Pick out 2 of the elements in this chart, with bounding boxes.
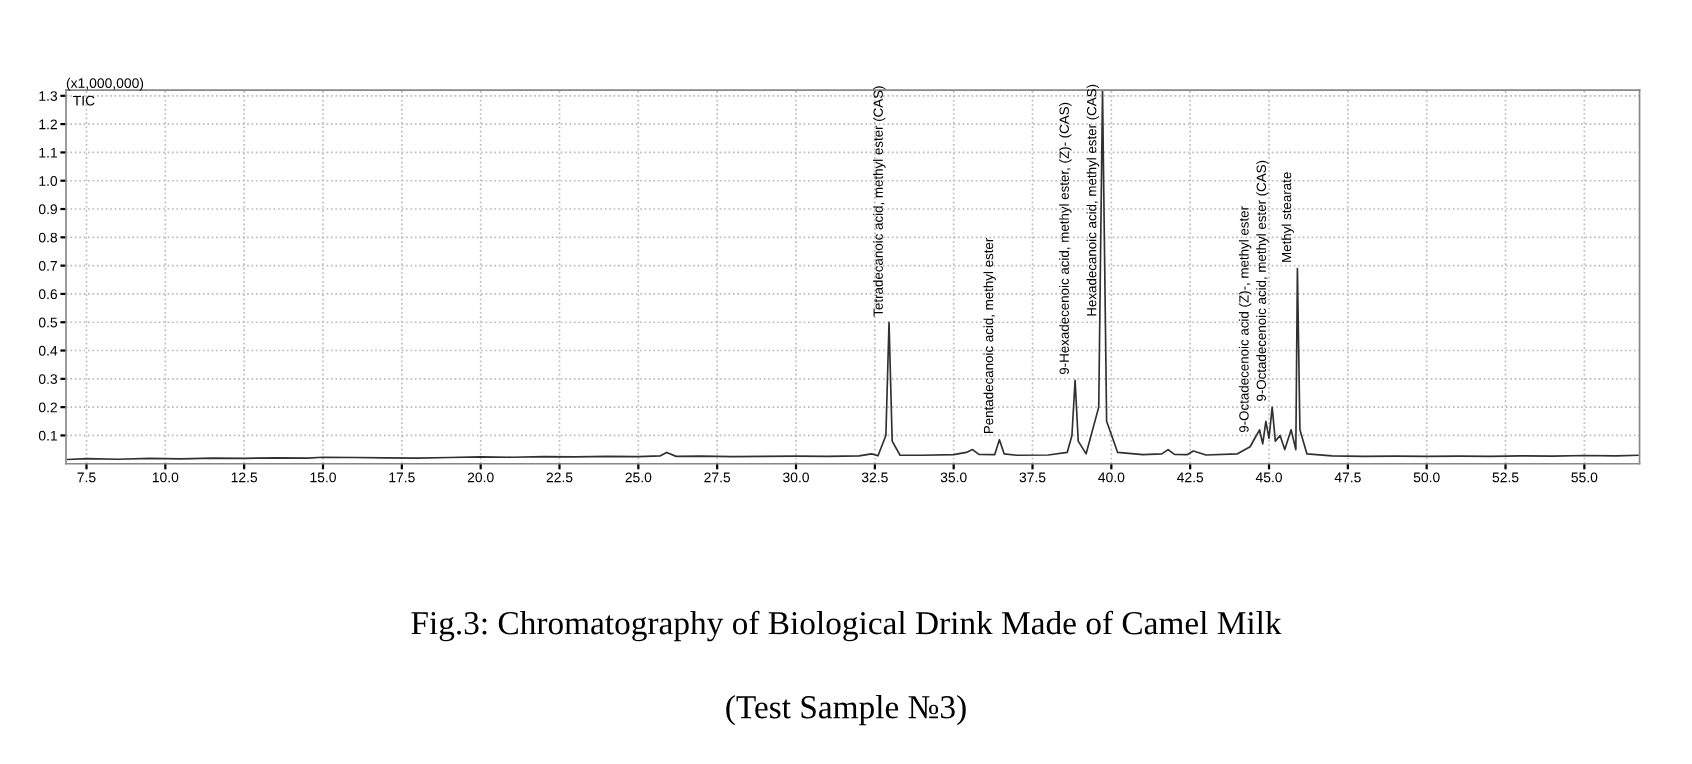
caption: Fig.3: Chromatography of Biological Drink Made of Camel Milk [411,610,1282,642]
text: (Test Sample №3) [726,695,966,726]
